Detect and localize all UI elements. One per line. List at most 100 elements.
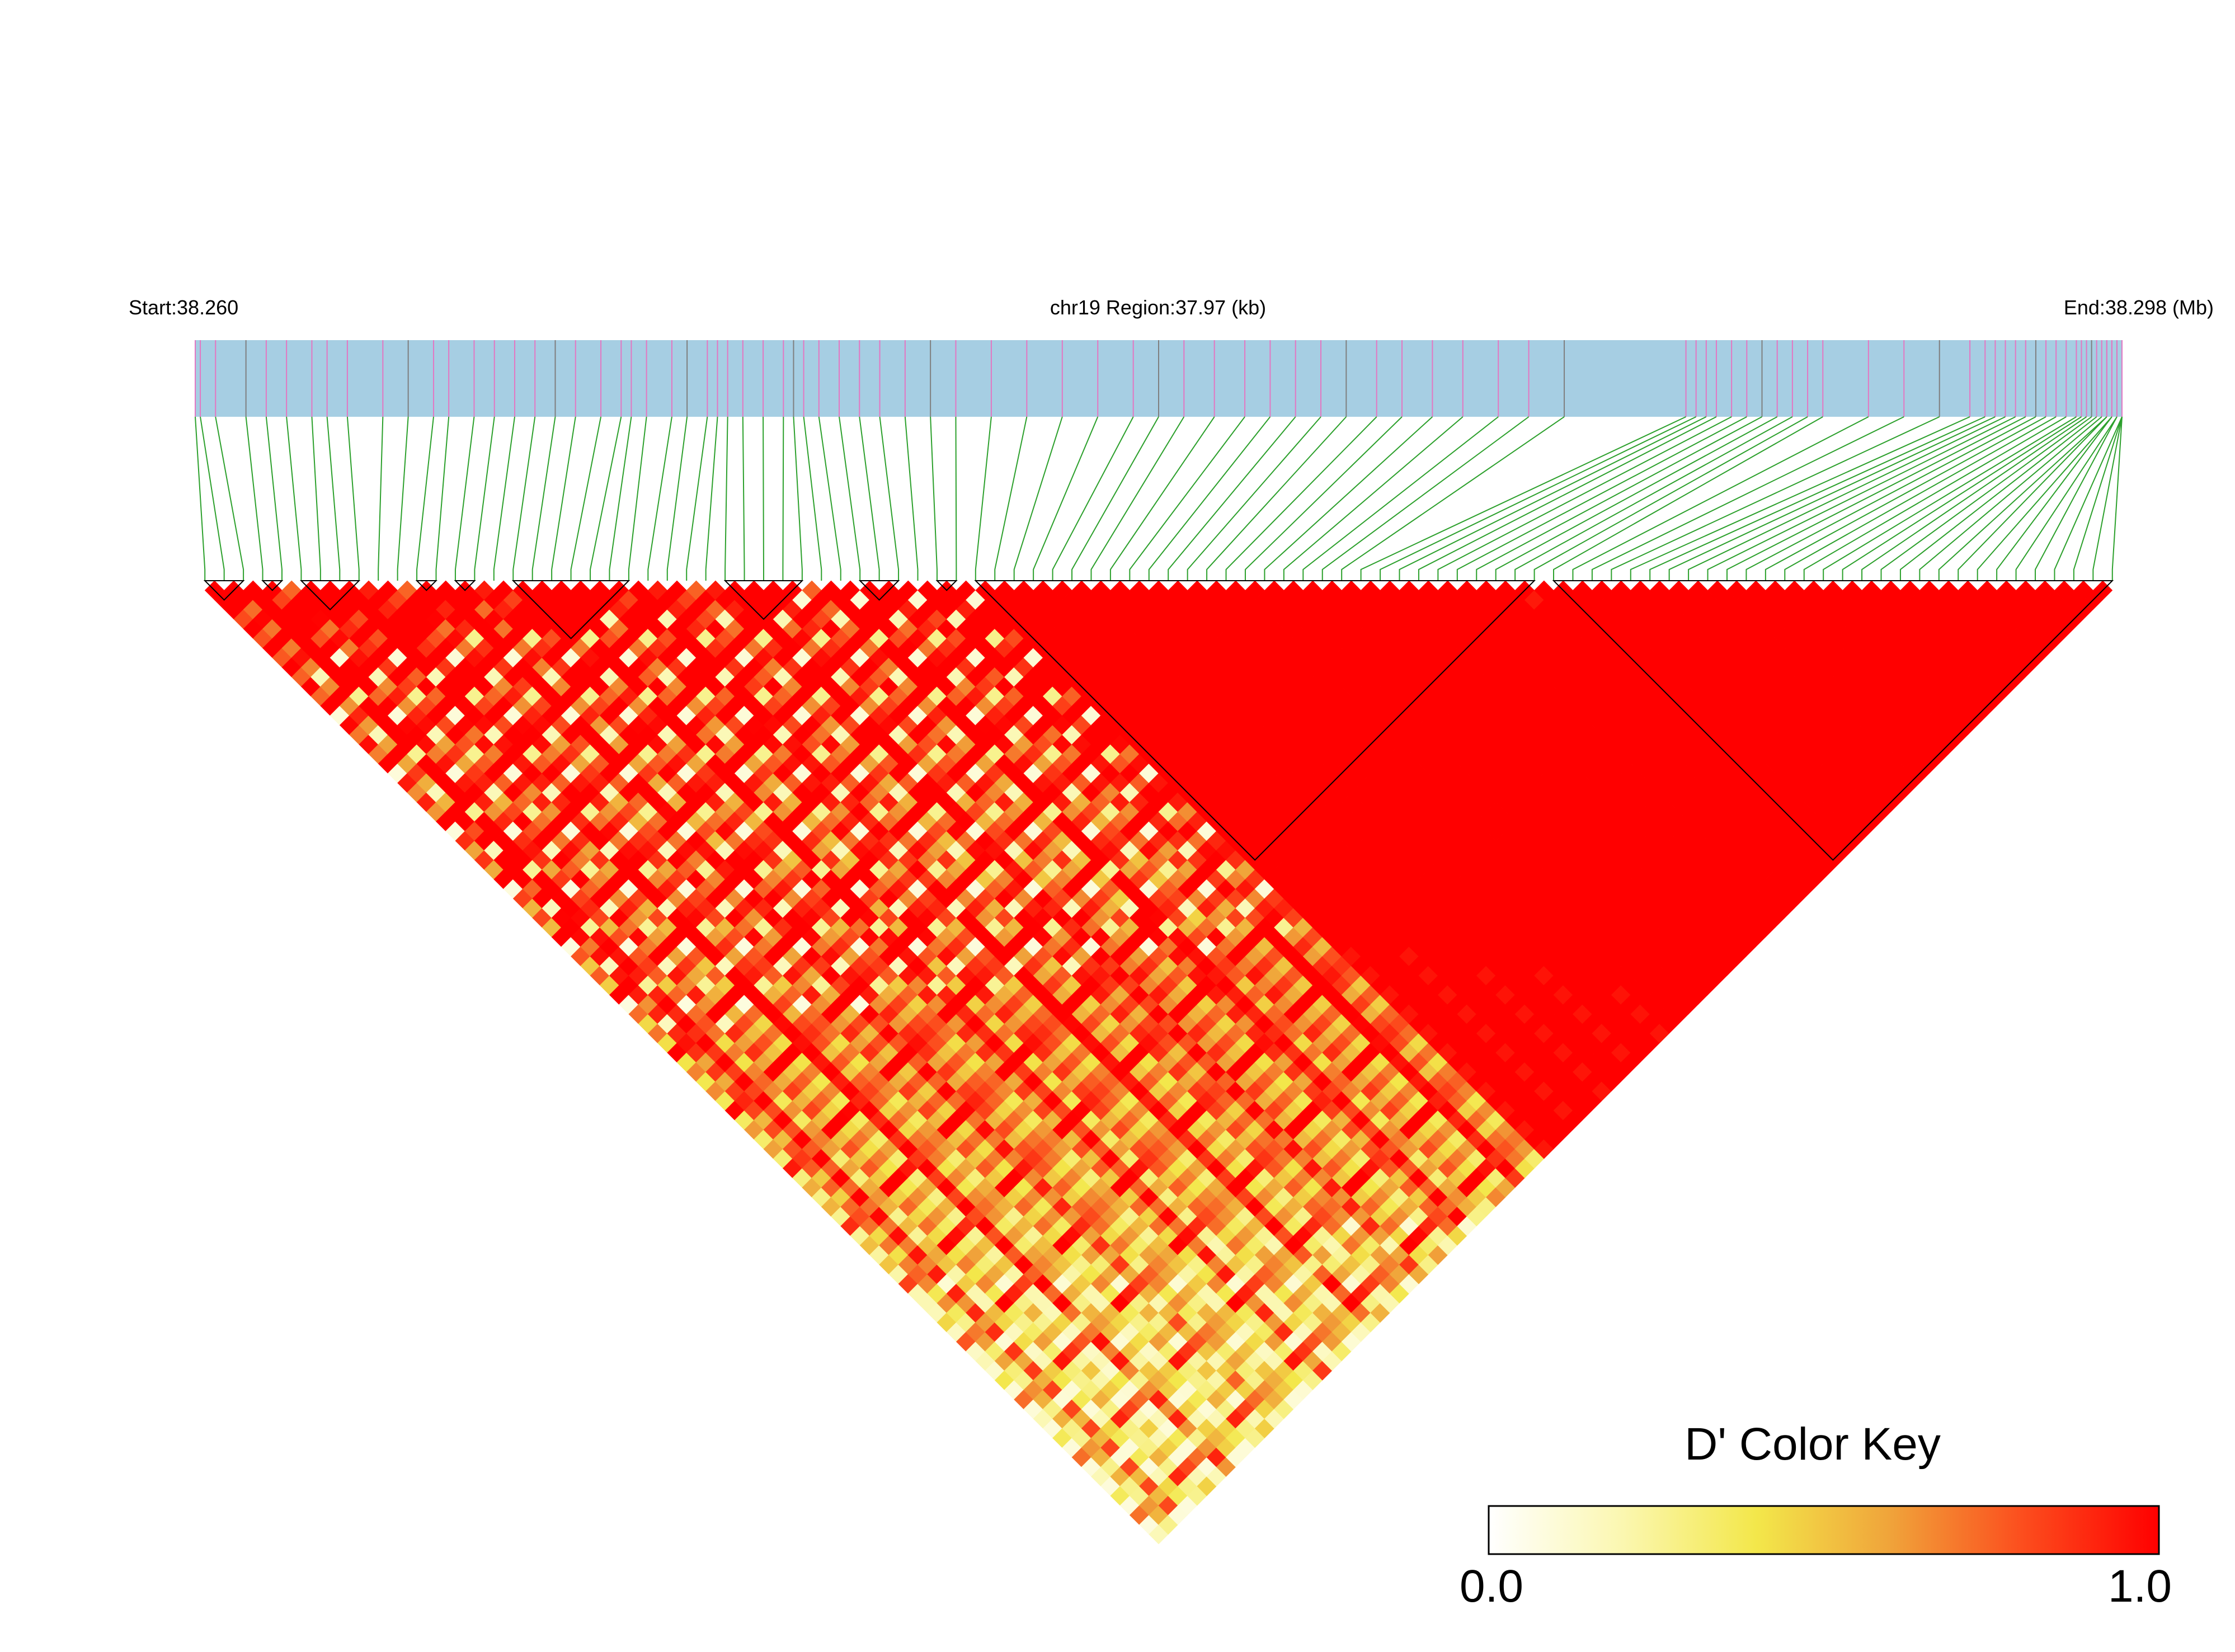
snp-connector	[1668, 416, 1996, 581]
snp-connector	[570, 416, 602, 581]
snp-connector	[1649, 416, 1985, 581]
snp-connector	[531, 416, 556, 581]
snp-connector	[195, 416, 206, 581]
snp-connector	[994, 416, 1028, 581]
snp-connector	[1225, 416, 1377, 581]
snp-connector	[1803, 416, 2067, 581]
snp-connector	[1745, 416, 2036, 581]
snp-connector	[286, 416, 302, 581]
snp-connector	[2054, 416, 2123, 581]
snp-connector	[2092, 416, 2123, 581]
snp-connector	[1090, 416, 1185, 581]
start-label: Start:38.260	[129, 296, 238, 319]
snp-connector	[1168, 416, 1296, 581]
snp-connector	[1611, 416, 1940, 581]
snp-connector	[1823, 416, 2077, 581]
snp-connector	[975, 416, 992, 581]
snp-connector	[724, 416, 728, 581]
snp-connector	[1033, 416, 1099, 581]
snp-connector	[1418, 416, 1717, 581]
snp-connector	[1630, 416, 1970, 581]
snp-connector	[818, 416, 841, 581]
snp-connector	[1206, 416, 1347, 581]
snp-connector	[474, 416, 495, 581]
snp-connector	[2073, 416, 2123, 581]
snp-connector	[2111, 416, 2123, 581]
snp-connector	[879, 416, 900, 581]
snp-connector	[1977, 416, 2112, 581]
snp-connector	[647, 416, 672, 581]
snp-connector	[793, 416, 803, 581]
snp-connector	[493, 416, 515, 581]
snp-connector	[1109, 416, 1215, 581]
snp-connector	[265, 416, 283, 581]
snp-connector	[1187, 416, 1321, 581]
snp-connector	[1958, 416, 2107, 581]
snp-connector	[1302, 416, 1499, 581]
snp-connector	[1514, 416, 1793, 581]
region-label: chr19 Region:37.97 (kb)	[1050, 296, 1266, 319]
end-label: End:38.298 (Mb)	[2064, 296, 2214, 319]
snp-connector	[378, 416, 384, 581]
snp-connector	[2015, 416, 2118, 581]
snp-connector	[1013, 416, 1063, 581]
snp-connector	[2035, 416, 2118, 581]
snp-connector	[215, 416, 244, 581]
snp-connector	[346, 416, 360, 581]
snp-connector	[1071, 416, 1159, 581]
snp-connector	[742, 416, 745, 581]
snp-connector	[1784, 416, 2057, 581]
snp-connector	[1380, 416, 1697, 581]
snp-connector	[1919, 416, 2102, 581]
ld-cells	[204, 580, 2113, 1545]
snp-connector	[1765, 416, 2046, 581]
snp-connector	[454, 416, 475, 581]
snp-connector	[397, 416, 409, 581]
snp-connector	[1553, 416, 1823, 581]
snp-connector	[551, 416, 576, 581]
snp-connector	[1321, 416, 1530, 581]
snp-connector	[1861, 416, 2087, 581]
snp-connector	[1244, 416, 1403, 581]
snp-connector	[1996, 416, 2112, 581]
snp-connector	[416, 416, 434, 581]
snp-connector-lines	[195, 416, 2123, 581]
snp-connector	[1437, 416, 1732, 581]
snp-connector	[1899, 416, 2097, 581]
snp-connector	[763, 416, 764, 581]
snp-connector	[1052, 416, 1134, 581]
snp-connector	[1688, 416, 2006, 581]
snp-connector	[1842, 416, 2082, 581]
snp-connector	[435, 416, 450, 581]
snp-connector	[1264, 416, 1433, 581]
snp-connector	[326, 416, 341, 581]
snp-connector	[512, 416, 536, 581]
snp-connector	[1726, 416, 2026, 581]
snp-connector	[1533, 416, 1808, 581]
snp-connector	[311, 416, 321, 581]
snp-connector	[1495, 416, 1778, 581]
snp-connector	[1148, 416, 1271, 581]
snp-connector	[904, 416, 919, 581]
snp-connector	[930, 416, 938, 581]
snp-connector	[1399, 416, 1707, 581]
snp-connector	[200, 416, 225, 581]
snp-connector	[1572, 416, 1869, 581]
snp-connector	[1707, 416, 2016, 581]
snp-connector	[1456, 416, 1747, 581]
snp-connector	[1880, 416, 2092, 581]
snp-connector	[666, 416, 688, 581]
snp-connector	[1591, 416, 1904, 581]
snp-connector	[609, 416, 632, 581]
snp-connector	[859, 416, 880, 581]
snp-connector	[1476, 416, 1762, 581]
snp-ticks	[195, 340, 2123, 417]
snp-connector	[1283, 416, 1464, 581]
snp-connector	[686, 416, 708, 581]
snp-connector	[245, 416, 264, 581]
snp-connector	[1129, 416, 1245, 581]
snp-connector	[705, 416, 718, 581]
snp-connector	[803, 416, 822, 581]
snp-connector	[1938, 416, 2107, 581]
